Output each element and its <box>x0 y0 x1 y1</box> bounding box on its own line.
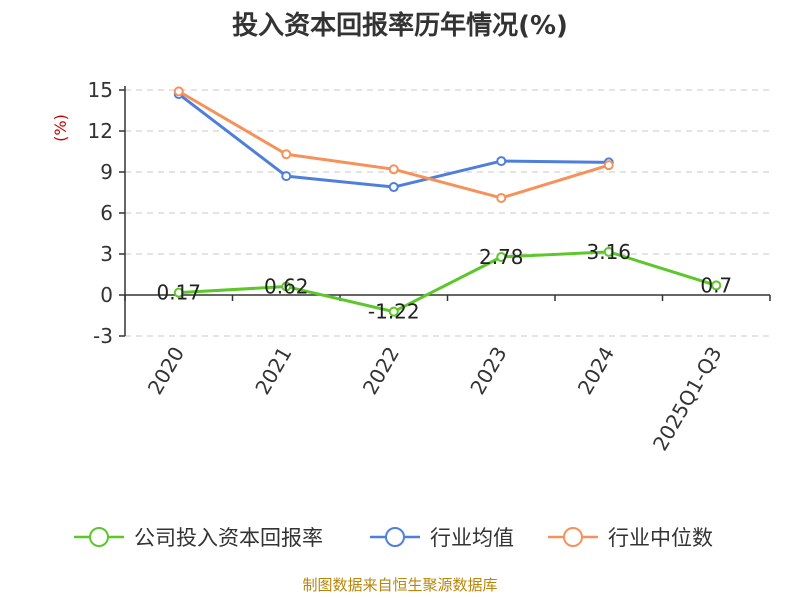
data-point[interactable] <box>711 280 722 291</box>
axes: -3 0 3 6 9 12 15 2020 2021 2022 2023 2024 2025Q1-Q3 <box>88 78 771 455</box>
data-point[interactable] <box>281 149 292 160</box>
data-point[interactable] <box>603 246 614 257</box>
data-point[interactable] <box>388 164 399 175</box>
data-label: 3.16 <box>586 240 631 264</box>
y-tick-label: 9 <box>100 160 113 184</box>
data-label: 0.7 <box>700 273 732 297</box>
data-point[interactable] <box>173 86 184 97</box>
data-label: 0.17 <box>156 281 201 305</box>
series-line-0 <box>178 250 717 314</box>
series-group <box>173 86 722 317</box>
data-point[interactable] <box>281 281 292 292</box>
data-label: 0.62 <box>264 275 309 299</box>
x-tick-label: 2023 <box>465 343 511 399</box>
legend-label[interactable]: 行业中位数 <box>608 526 713 550</box>
data-point[interactable] <box>496 156 507 167</box>
y-axis-label: (%) <box>51 114 70 142</box>
y-tick-label: 6 <box>100 201 113 225</box>
legend-marker <box>89 527 109 547</box>
y-tick-label: 15 <box>88 78 113 102</box>
data-label: 2.78 <box>479 245 524 269</box>
legend-label[interactable]: 公司投入资本回报率 <box>134 526 323 550</box>
data-point[interactable] <box>388 306 399 317</box>
data-labels: 0.17 0.62 -1.22 2.78 3.16 0.7 <box>156 240 732 324</box>
x-tick-label: 2021 <box>250 343 296 399</box>
y-tick-label: -3 <box>93 324 113 348</box>
x-tick-label: 2024 <box>573 343 619 399</box>
x-tick-label: 2022 <box>358 343 404 399</box>
y-tick-label: 0 <box>100 283 113 307</box>
data-point[interactable] <box>173 287 184 298</box>
source-note: 制图数据来自恒生聚源数据库 <box>302 576 497 594</box>
data-point[interactable] <box>603 160 614 171</box>
y-tick-label: 12 <box>88 119 113 143</box>
legend-label[interactable]: 行业均值 <box>430 526 514 550</box>
y-tick-label: 3 <box>100 242 113 266</box>
gridlines <box>125 89 770 337</box>
data-label: -1.22 <box>368 300 420 324</box>
data-point[interactable] <box>496 252 507 263</box>
data-point[interactable] <box>281 171 292 182</box>
legend-marker <box>563 527 583 547</box>
legend-marker <box>385 527 405 547</box>
chart-title: 投入资本回报率历年情况(%) <box>232 10 568 41</box>
legend[interactable]: 公司投入资本回报率 行业均值 行业中位数 <box>74 526 713 550</box>
x-tick-label: 2020 <box>143 343 189 399</box>
data-point[interactable] <box>496 192 507 203</box>
x-tick-label: 2025Q1-Q3 <box>648 343 727 455</box>
data-point[interactable] <box>388 182 399 193</box>
